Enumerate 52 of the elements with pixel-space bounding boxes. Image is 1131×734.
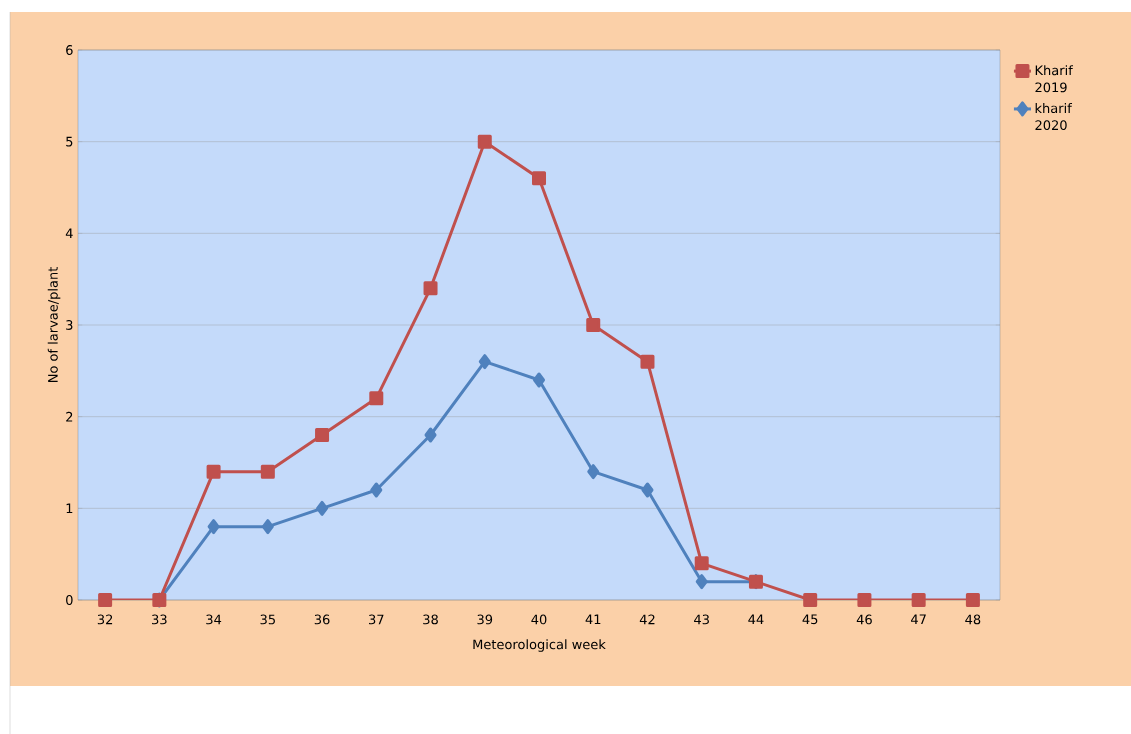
point xyxy=(424,427,437,443)
y-tick-label: 1 xyxy=(66,503,73,514)
point xyxy=(587,464,600,480)
point xyxy=(369,391,384,406)
x-axis-title: Meteorological week xyxy=(473,639,606,652)
y-tick-label: 0 xyxy=(66,595,73,605)
point xyxy=(803,593,818,607)
point xyxy=(260,464,275,479)
x-tick-label: 46 xyxy=(856,614,872,625)
x-tick-label: 41 xyxy=(585,614,601,625)
point xyxy=(695,574,708,590)
x-tick-label: 35 xyxy=(260,614,275,625)
x-tick-label: 40 xyxy=(531,614,547,625)
x-tick-label: 44 xyxy=(748,614,764,625)
x-tick-label: 47 xyxy=(911,614,926,625)
point xyxy=(477,134,492,149)
point xyxy=(98,593,113,607)
x-tick-label: 32 xyxy=(97,614,113,625)
point xyxy=(641,482,654,498)
point xyxy=(586,318,601,332)
x-tick-label: 34 xyxy=(206,614,222,625)
x-tick-label: 43 xyxy=(694,614,709,625)
point xyxy=(370,482,383,498)
point xyxy=(316,500,329,516)
x-tick-label: 45 xyxy=(802,614,818,625)
point xyxy=(423,281,438,296)
point xyxy=(911,593,926,607)
x-tick-label: 39 xyxy=(477,614,493,625)
legend-label: kharif 2020 xyxy=(1035,103,1073,131)
point xyxy=(640,354,655,369)
point xyxy=(315,428,330,442)
x-tick-label: 42 xyxy=(639,614,655,625)
x-tick-label: 48 xyxy=(965,614,981,625)
x-tick-label: 33 xyxy=(152,614,167,625)
y-tick-label: 4 xyxy=(65,228,73,239)
x-tick-label: 36 xyxy=(314,614,330,625)
point xyxy=(694,556,709,571)
point xyxy=(532,171,547,186)
x-tick-label: 38 xyxy=(423,614,438,625)
y-tick-label: 5 xyxy=(66,136,73,147)
point xyxy=(965,593,980,607)
point xyxy=(533,372,546,388)
point xyxy=(478,354,491,370)
x-tick-label: 37 xyxy=(369,614,384,625)
y-tick-label: 2 xyxy=(66,411,73,422)
point xyxy=(206,464,221,479)
y-tick-label: 3 xyxy=(66,320,73,330)
point xyxy=(261,519,274,535)
point xyxy=(857,593,872,607)
point xyxy=(207,519,220,535)
y-tick-label: 6 xyxy=(66,45,73,55)
y-axis-title: No of larvae/plant xyxy=(47,267,61,383)
